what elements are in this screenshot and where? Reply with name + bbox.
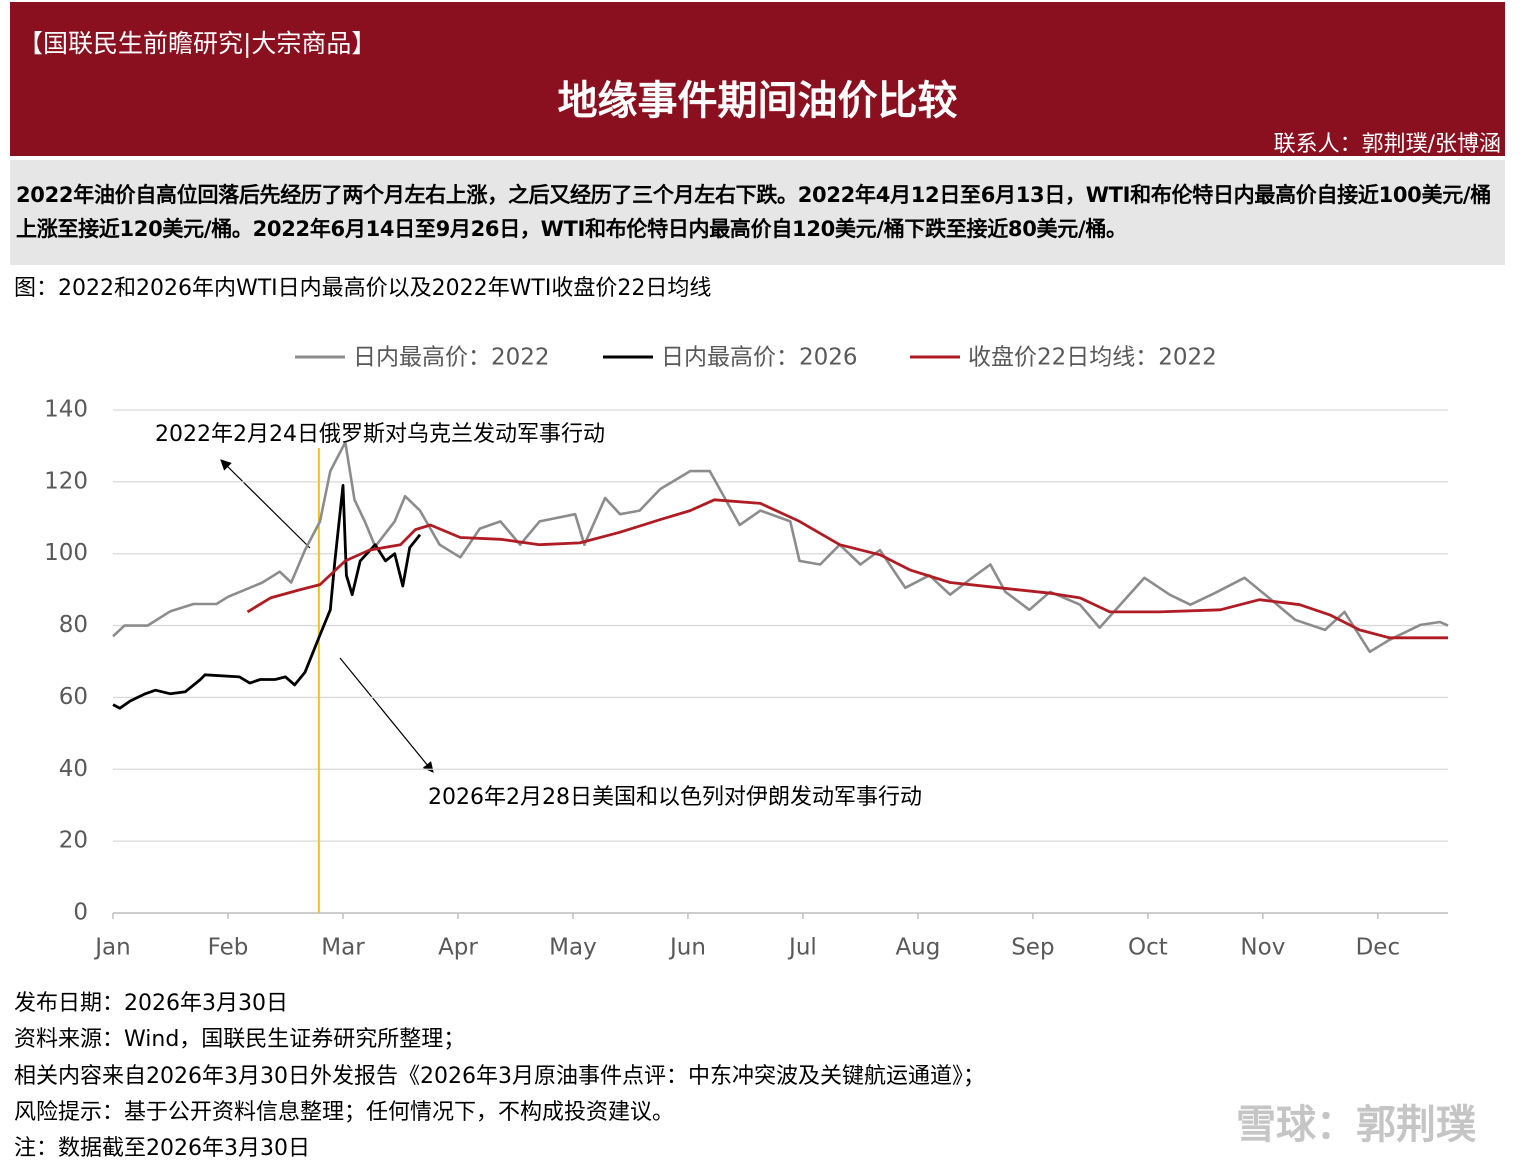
x-tick-label: Jul (787, 935, 817, 961)
y-tick-label: 120 (44, 468, 88, 494)
x-tick-label: Jun (668, 935, 706, 961)
note: 发布日期：2026年3月30日 (14, 991, 288, 1016)
y-tick-label: 140 (44, 397, 88, 423)
legend-label: 日内最高价：2026 (661, 345, 858, 371)
note: 资料来源：Wind，国联民生证券研究所整理； (14, 1027, 466, 1053)
summary: 2022年油价自高位回落后先经历了两个月左右上涨，之后又经历了三个月左右下跌。2… (10, 160, 1505, 265)
x-tick-label: May (549, 935, 597, 961)
annotation-arrow (339, 657, 434, 773)
y-tick-label: 40 (59, 756, 88, 782)
x-tick-label: Jan (93, 935, 130, 961)
series-line (112, 484, 422, 710)
x-tick-label: Nov (1240, 935, 1285, 961)
x-tick-label: Dec (1356, 935, 1401, 961)
chart: 0 20 40 60 80 100 120 140 Jan Feb Mar Apr May Jun Jul A… (44, 345, 1449, 961)
contact: 联系人：郭荆璞/张博涵 (1273, 132, 1501, 157)
legend-label: 收盘价22日均线：2022 (968, 345, 1217, 371)
annotation: 2022年2月24日俄罗斯对乌克兰发动军事行动 (155, 422, 605, 447)
y-tick-label: 100 (44, 540, 88, 566)
legend-label: 日内最高价：2022 (353, 345, 550, 371)
series-line (112, 441, 1449, 654)
x-tick-label: Apr (438, 935, 478, 961)
y-tick-label: 20 (59, 828, 88, 854)
y-tick-label: 60 (59, 684, 88, 710)
x-tick-label: Aug (895, 935, 940, 961)
y-tick-label: 0 (73, 900, 88, 926)
series-line (246, 498, 1448, 640)
notes: 发布日期：2026年3月30日资料来源：Wind，国联民生证券研究所整理； 相关内… (14, 986, 985, 1167)
brand: 【国联民生前瞻研究|大宗商品】 (18, 29, 377, 58)
note: 相关内容来自2026年3月30日外发报告《2026年3月原油事件点评：中东冲突波… (14, 1063, 985, 1089)
caption: 图：2022和2026年内WTI日内最高价以及2022年WTI收盘价22日均线 (14, 276, 712, 301)
header: 【国联民生前瞻研究|大宗商品】 地缘事件期间油价比较 联系人：郭荆璞/张博涵 (10, 2, 1505, 157)
title: 地缘事件期间油价比较 (557, 78, 958, 124)
annotation-arrow (220, 459, 311, 549)
note: 注：数据截至2026年3月30日 (14, 1136, 310, 1162)
y-tick-label: 80 (59, 612, 88, 638)
x-tick-label: Mar (321, 935, 365, 961)
x-tick-label: Feb (208, 935, 249, 961)
note: 风险提示：基于公开资料信息整理；任何情况下，不构成投资建议。 (14, 1099, 675, 1125)
x-tick-label: Oct (1128, 935, 1168, 961)
annotation: 2026年2月28日美国和以色列对伊朗发动军事行动 (428, 785, 922, 810)
watermark: 雪球：郭荆璞 (1236, 1102, 1476, 1148)
x-tick-label: Sep (1011, 935, 1054, 961)
